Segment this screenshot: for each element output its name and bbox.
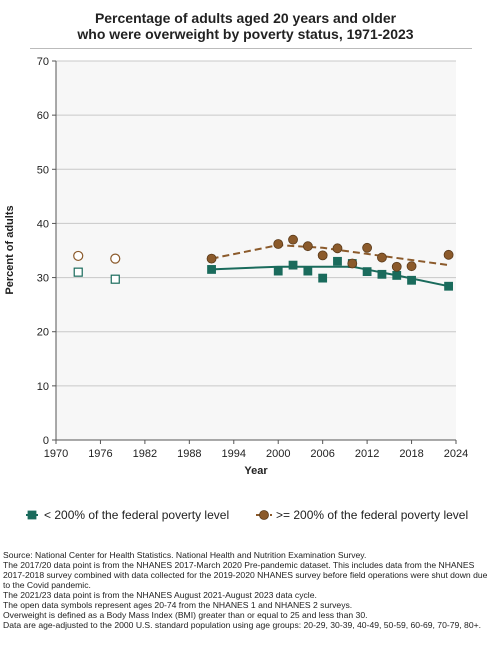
data-point: [362, 242, 373, 253]
footnote-line: Data are age-adjusted to the 2000 U.S. s…: [3, 620, 482, 630]
footnote-line: The 2017/20 data point is from the NHANE…: [3, 560, 488, 590]
data-point: [391, 261, 402, 272]
axes: 0 10 20 30 40 50 60 70 1970 1976 1982 1988 1994 2000 2…: [37, 56, 468, 460]
x-tick-label: 1976: [88, 448, 112, 460]
data-point: [302, 241, 313, 252]
legend-marker-series-1: [259, 510, 269, 520]
data-point: [207, 265, 216, 274]
y-tick-label: 40: [37, 218, 49, 230]
data-point: [273, 239, 284, 249]
chart-title-line-1: Percentage of adults aged 20 years and o…: [94, 10, 397, 26]
y-tick-label: 20: [37, 327, 49, 339]
data-point: [288, 260, 298, 270]
data-point: [407, 275, 416, 285]
chart-title-line-2: who were overweight by poverty status, 1…: [77, 26, 414, 42]
legend-label-series-0: < 200% of the federal poverty level: [44, 508, 229, 522]
data-point: [377, 252, 387, 263]
data-point: [206, 253, 217, 264]
x-tick-label: 1994: [222, 448, 246, 460]
legend: < 200% of the federal poverty level >= 20…: [26, 508, 468, 522]
data-point: [443, 249, 454, 260]
x-tick-label: 1982: [133, 448, 157, 460]
chart-title: Percentage of adults aged 20 years and o…: [0, 10, 491, 42]
title-divider: [30, 48, 472, 49]
data-point: [406, 261, 417, 272]
footnote-line: Overweight is defined as a Body Mass Ind…: [3, 610, 368, 620]
data-points: [73, 234, 454, 291]
legend-label-series-1: >= 200% of the federal poverty level: [276, 508, 468, 522]
x-tick-label: 2000: [266, 448, 290, 460]
footnote-line: The 2021/23 data point is from the NHANE…: [3, 590, 317, 600]
grid-lines: [56, 60, 456, 387]
footnotes: Source: National Center for Health Stati…: [3, 550, 488, 630]
y-tick-label: 70: [37, 56, 49, 68]
data-point: [318, 273, 328, 283]
data-point: [347, 258, 358, 269]
y-axis-title: Percent of adults: [4, 205, 16, 294]
x-tick-label: 2006: [310, 448, 334, 460]
y-tick-label: 30: [37, 273, 49, 285]
data-point: [303, 266, 313, 276]
footnote-line: Source: National Center for Health Stati…: [3, 550, 367, 560]
data-point: [288, 234, 298, 245]
x-tick-label: 2024: [444, 448, 468, 460]
footnote-line: The open data symbols represent ages 20-…: [3, 600, 353, 610]
x-tick-label: 1970: [44, 448, 68, 460]
x-tick-label: 2018: [399, 448, 423, 460]
x-axis-title: Year: [244, 465, 268, 477]
open-data-point: [73, 267, 83, 277]
data-point: [332, 243, 343, 254]
open-data-point: [110, 274, 120, 284]
y-tick-label: 0: [43, 435, 49, 447]
data-point: [273, 266, 283, 276]
y-tick-label: 60: [37, 110, 49, 122]
open-data-point: [110, 253, 121, 264]
data-point: [392, 271, 402, 280]
y-tick-label: 10: [37, 381, 49, 393]
data-point: [333, 256, 342, 266]
open-data-point: [73, 250, 84, 262]
x-tick-label: 2012: [355, 448, 379, 460]
x-tick-label: 1988: [177, 448, 201, 460]
data-point: [444, 281, 453, 291]
chart-svg: 0 10 20 30 40 50 60 70 1970 1976 1982 1988 1994 2000 2…: [4, 56, 468, 522]
data-point: [377, 269, 387, 279]
y-tick-label: 50: [37, 164, 49, 176]
data-point: [317, 250, 328, 261]
legend-marker-series-0: [27, 510, 37, 520]
data-point: [362, 267, 372, 277]
